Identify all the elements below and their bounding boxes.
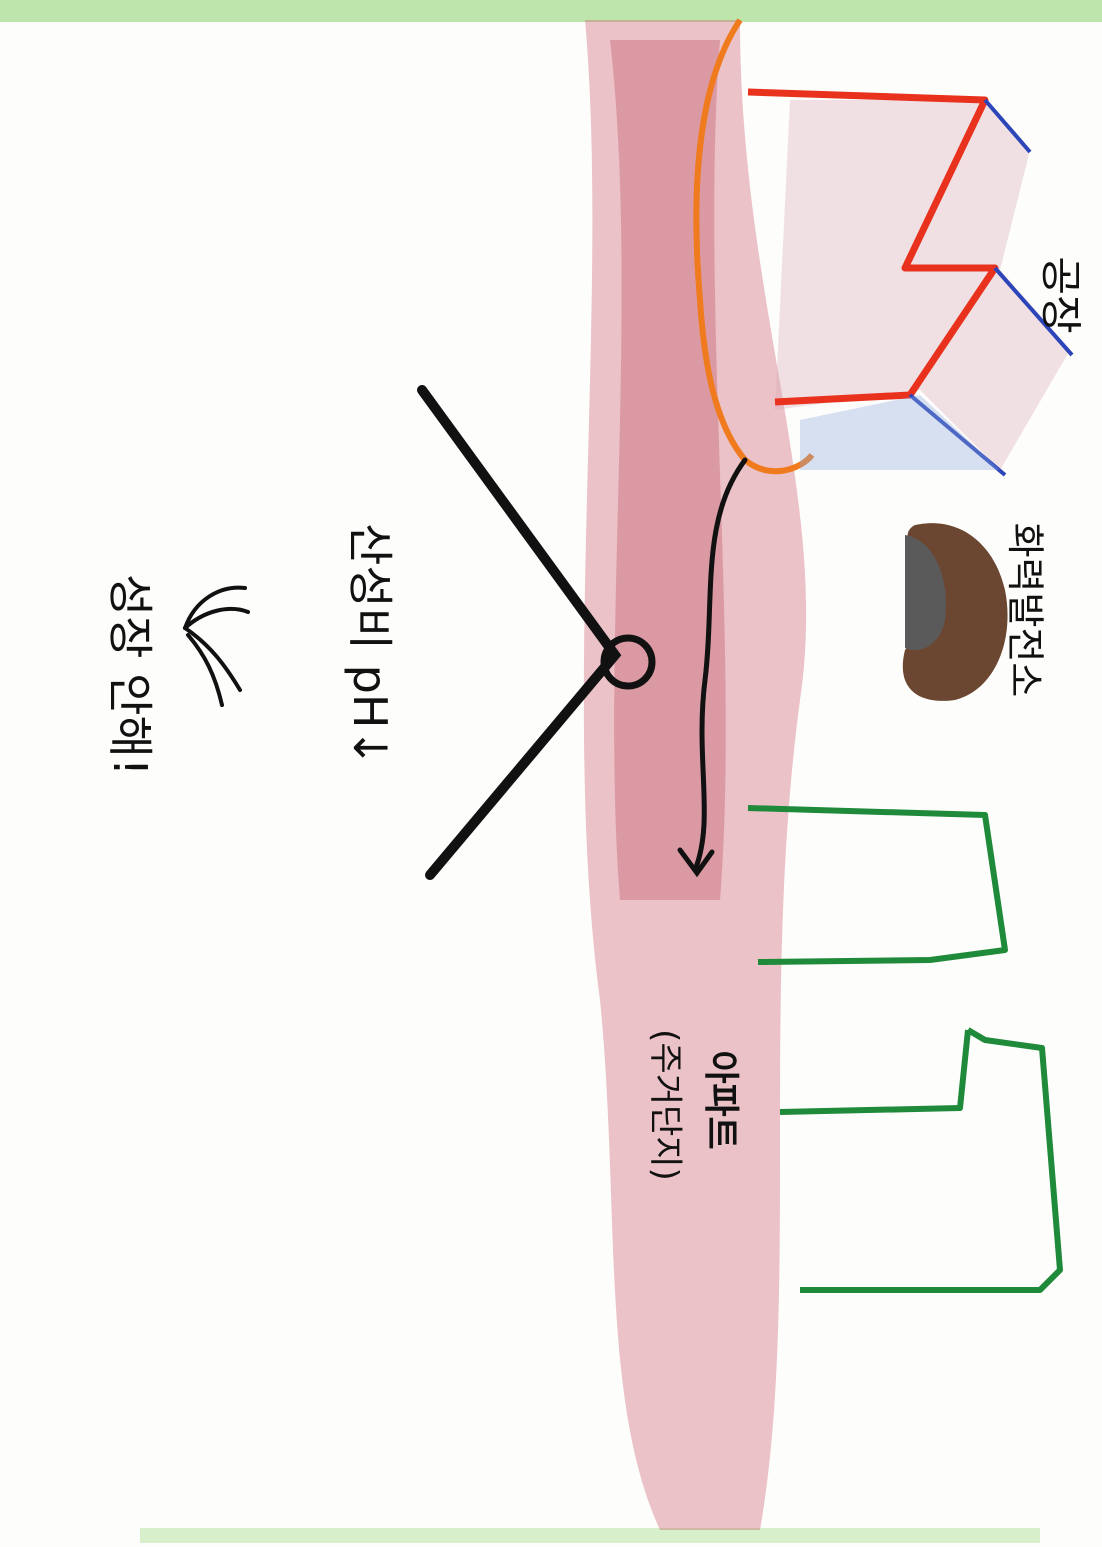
apartment-buildings xyxy=(747,805,1063,1293)
apartment-sub-label: (주거단지) xyxy=(645,1029,685,1181)
raindrop-shape xyxy=(417,385,656,880)
conclusion-text: 성장 안해! xyxy=(103,573,157,777)
power-plant xyxy=(902,523,1008,701)
sprout-icon xyxy=(183,585,250,707)
smoke-cloud xyxy=(693,18,815,475)
top-tape xyxy=(0,0,1102,22)
smog-band-dark xyxy=(610,40,726,900)
pollution-arrow xyxy=(692,457,748,873)
factory-building xyxy=(747,88,1074,477)
power-plant-label: 화력발전소 xyxy=(1003,522,1047,698)
apartment-label: 아파트 xyxy=(700,1050,741,1150)
smog-band xyxy=(583,20,807,1530)
bottom-tape xyxy=(140,1528,1040,1543)
acid-rain-text: 산성비 pH↓ xyxy=(343,523,397,767)
arrow-head xyxy=(677,847,715,878)
factory-label: 공장 xyxy=(1036,256,1085,334)
